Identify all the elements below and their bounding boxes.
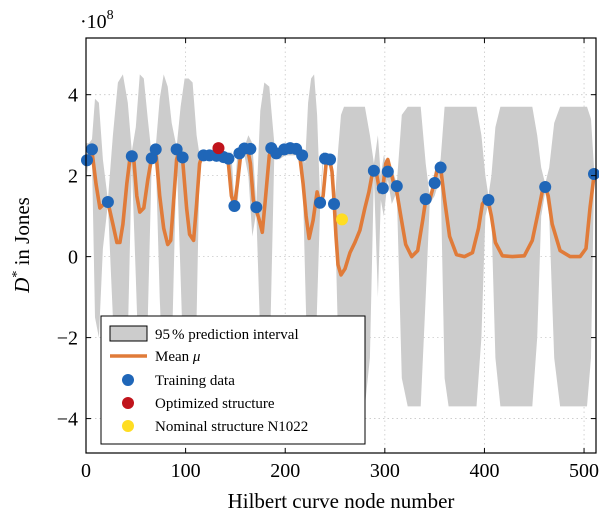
training-point bbox=[176, 151, 189, 164]
training-point bbox=[428, 176, 441, 189]
legend-label-mean: Mean μ bbox=[155, 349, 201, 365]
legend-entry-mean: Mean μ bbox=[110, 349, 201, 365]
y-tick-label: 2 bbox=[68, 166, 78, 188]
x-tick-label: 100 bbox=[171, 460, 201, 482]
legend-entry-training: Training data bbox=[122, 373, 235, 389]
training-point bbox=[296, 149, 309, 162]
training-point bbox=[539, 180, 552, 193]
optimized-point bbox=[212, 142, 225, 155]
training-point bbox=[419, 193, 432, 206]
legend-swatch-optimized bbox=[122, 397, 134, 409]
training-point bbox=[250, 201, 263, 214]
training-point bbox=[381, 165, 394, 178]
training-point bbox=[222, 152, 235, 165]
training-point bbox=[314, 196, 327, 209]
y-axis-label: D* in Jones bbox=[10, 197, 34, 294]
legend: 95% prediction interval Mean μ Training … bbox=[100, 315, 366, 445]
training-point bbox=[482, 193, 495, 206]
training-point bbox=[85, 143, 98, 156]
x-tick-label: 0 bbox=[81, 460, 91, 482]
axis-ticks: 0 100 200 300 400 500 −4 −2 0 2 4 bbox=[57, 38, 599, 482]
training-point bbox=[80, 154, 93, 167]
training-point bbox=[228, 200, 241, 213]
training-point bbox=[367, 164, 380, 177]
training-point bbox=[125, 150, 138, 163]
nominal-point bbox=[335, 213, 348, 226]
legend-label-training: Training data bbox=[155, 373, 235, 389]
mean-curve bbox=[86, 145, 596, 277]
x-tick-label: 200 bbox=[270, 460, 300, 482]
legend-entry-interval: 95% prediction interval bbox=[109, 325, 299, 343]
y-tick-label: −4 bbox=[57, 409, 78, 431]
data-points bbox=[80, 142, 599, 226]
y-axis-multiplier: ·108 bbox=[80, 8, 114, 33]
x-tick-label: 400 bbox=[469, 460, 499, 482]
y-tick-label: 4 bbox=[68, 85, 78, 107]
training-point bbox=[324, 153, 337, 166]
y-tick-label: 0 bbox=[68, 247, 78, 269]
legend-swatch-training bbox=[122, 374, 134, 386]
legend-swatch-nominal bbox=[122, 420, 134, 432]
training-point bbox=[328, 198, 341, 210]
y-tick-label: −2 bbox=[57, 328, 78, 350]
training-point bbox=[101, 195, 114, 208]
x-axis-label: Hilbert curve node number bbox=[228, 489, 455, 513]
training-point bbox=[376, 182, 389, 195]
legend-entry-nominal: Nominal structure N1022 bbox=[122, 419, 308, 435]
legend-label-optimized: Optimized structure bbox=[155, 396, 275, 412]
x-tick-label: 300 bbox=[370, 460, 400, 482]
plot-frame bbox=[85, 37, 597, 454]
legend-label-nominal: Nominal structure N1022 bbox=[155, 419, 308, 435]
legend-swatch-interval bbox=[109, 325, 148, 342]
training-point bbox=[244, 142, 257, 155]
legend-entry-optimized: Optimized structure bbox=[122, 396, 275, 412]
training-point bbox=[149, 143, 162, 156]
legend-label-interval: 95% prediction interval bbox=[155, 327, 299, 343]
training-point bbox=[390, 180, 403, 193]
training-point bbox=[434, 161, 447, 174]
x-tick-label: 500 bbox=[569, 460, 599, 482]
